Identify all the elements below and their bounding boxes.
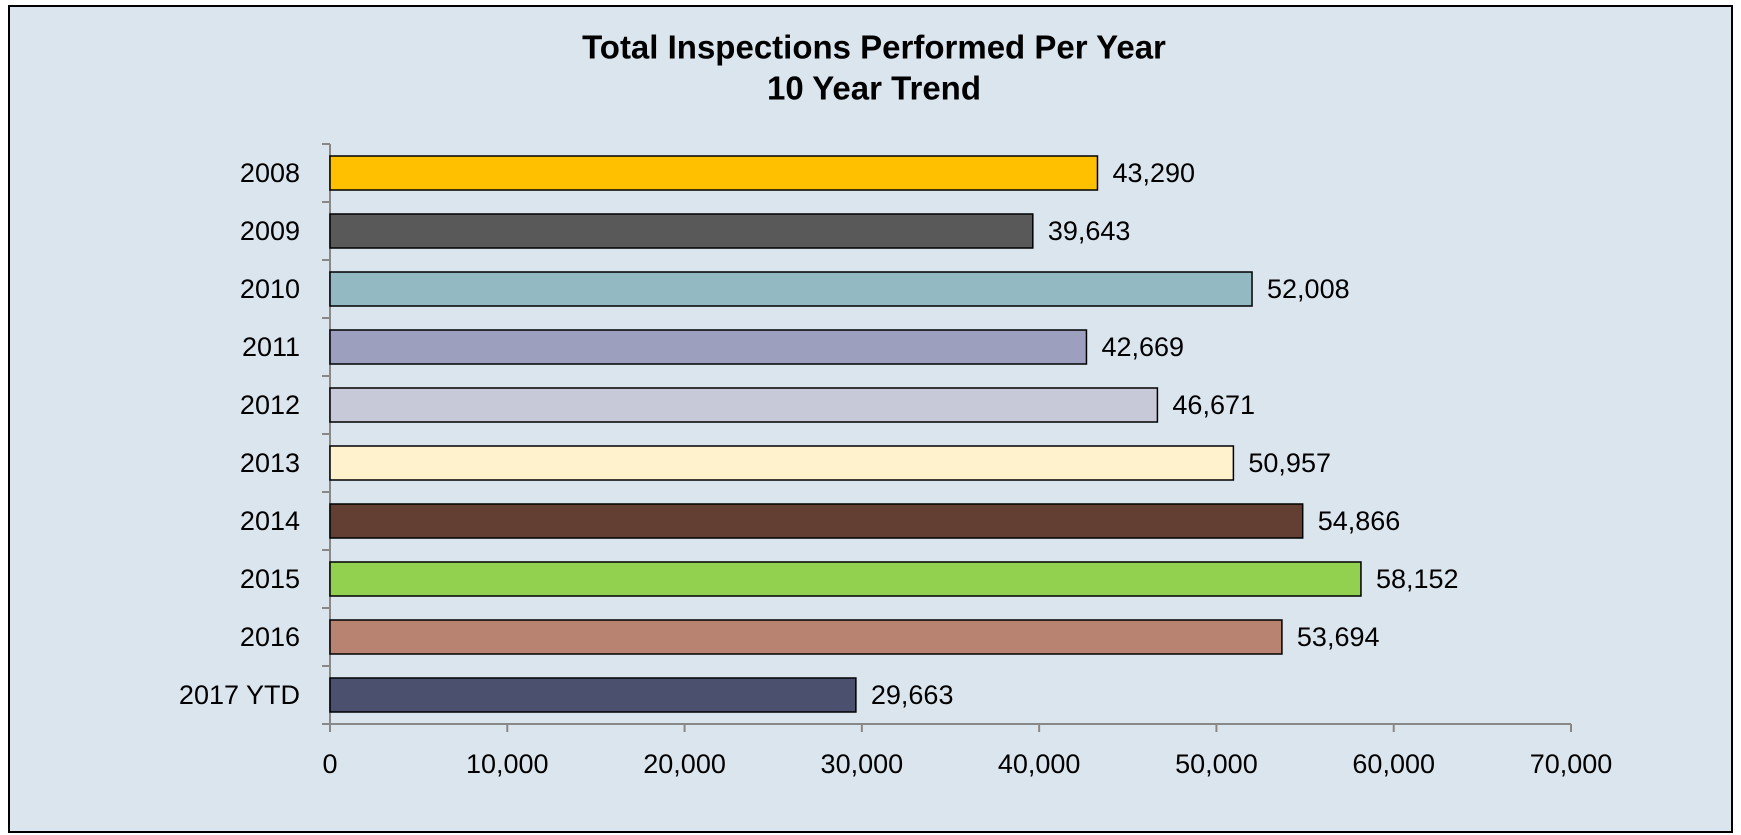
data-label: 43,290 bbox=[1112, 158, 1195, 188]
x-tick-label: 10,000 bbox=[466, 749, 549, 779]
data-label: 46,671 bbox=[1172, 390, 1255, 420]
y-tick-label: 2009 bbox=[240, 216, 300, 246]
chart-title: Total Inspections Performed Per Year bbox=[582, 29, 1166, 66]
y-tick-label: 2015 bbox=[240, 564, 300, 594]
y-tick-label: 2013 bbox=[240, 448, 300, 478]
data-label: 54,866 bbox=[1318, 506, 1401, 536]
data-label: 39,643 bbox=[1048, 216, 1131, 246]
data-label: 50,957 bbox=[1248, 448, 1331, 478]
data-label: 29,663 bbox=[871, 680, 954, 710]
bar bbox=[329, 503, 1304, 539]
bar bbox=[329, 677, 857, 713]
y-tick-label: 2016 bbox=[240, 622, 300, 652]
x-tick-label: 50,000 bbox=[1175, 749, 1258, 779]
chart-subtitle: 10 Year Trend bbox=[767, 70, 981, 107]
x-tick-label: 30,000 bbox=[821, 749, 904, 779]
y-tick-label: 2008 bbox=[240, 158, 300, 188]
bar bbox=[329, 329, 1088, 365]
x-tick-label: 60,000 bbox=[1352, 749, 1435, 779]
data-label: 52,008 bbox=[1267, 274, 1350, 304]
data-label: 42,669 bbox=[1101, 332, 1184, 362]
x-tick-label: 70,000 bbox=[1530, 749, 1613, 779]
data-label: 58,152 bbox=[1376, 564, 1459, 594]
y-tick-label: 2012 bbox=[240, 390, 300, 420]
bar bbox=[329, 619, 1283, 655]
data-label: 53,694 bbox=[1297, 622, 1380, 652]
x-tick-label: 0 bbox=[322, 749, 337, 779]
bar bbox=[329, 445, 1235, 481]
x-tick-label: 40,000 bbox=[998, 749, 1081, 779]
bar bbox=[329, 155, 1099, 191]
bar bbox=[329, 271, 1253, 307]
y-tick-label: 2010 bbox=[240, 274, 300, 304]
y-tick-label: 2017 YTD bbox=[179, 680, 300, 710]
y-tick-label: 2011 bbox=[242, 332, 300, 362]
bar bbox=[329, 213, 1034, 249]
x-tick-label: 20,000 bbox=[643, 749, 726, 779]
y-tick-label: 2014 bbox=[240, 506, 300, 536]
bar bbox=[329, 387, 1159, 423]
bar bbox=[329, 561, 1362, 597]
